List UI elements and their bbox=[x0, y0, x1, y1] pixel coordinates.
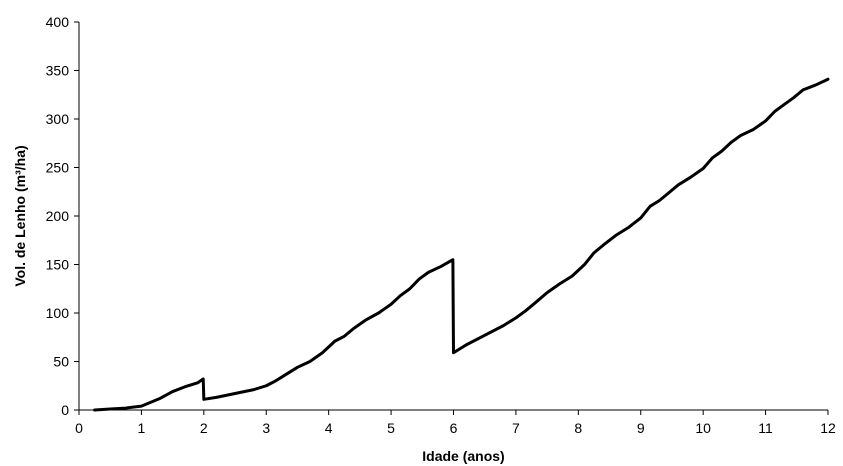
y-axis-title: Vol. de Lenho (m³/ha) bbox=[12, 145, 28, 286]
y-tick-label: 300 bbox=[46, 111, 70, 127]
x-tick-label: 6 bbox=[450, 420, 458, 436]
x-tick-label: 10 bbox=[695, 420, 711, 436]
y-tick-label: 100 bbox=[46, 305, 70, 321]
y-tick-label: 350 bbox=[46, 63, 70, 79]
y-tick-label: 200 bbox=[46, 208, 70, 224]
y-tick-label: 50 bbox=[53, 354, 69, 370]
x-tick-label: 7 bbox=[512, 420, 520, 436]
x-tick-label: 12 bbox=[820, 420, 836, 436]
y-tick-label: 150 bbox=[46, 257, 70, 273]
y-tick-label: 0 bbox=[61, 402, 69, 418]
y-tick-label: 250 bbox=[46, 160, 70, 176]
x-axis-title: Idade (anos) bbox=[422, 448, 504, 464]
x-axis-ticks: 0 1 2 3 4 5 6 7 8 9 10 11 12 bbox=[75, 410, 836, 436]
x-tick-label: 2 bbox=[200, 420, 208, 436]
x-tick-label: 5 bbox=[387, 420, 395, 436]
x-tick-label: 8 bbox=[574, 420, 582, 436]
x-tick-label: 0 bbox=[75, 420, 83, 436]
x-tick-label: 4 bbox=[325, 420, 333, 436]
y-axis-ticks: 0 50 100 150 200 250 300 350 400 bbox=[46, 14, 79, 418]
x-tick-label: 1 bbox=[138, 420, 146, 436]
x-tick-label: 9 bbox=[637, 420, 645, 436]
y-tick-label: 400 bbox=[46, 14, 70, 30]
x-tick-label: 11 bbox=[758, 420, 773, 436]
x-tick-label: 3 bbox=[262, 420, 270, 436]
series-line-volume bbox=[93, 77, 830, 412]
